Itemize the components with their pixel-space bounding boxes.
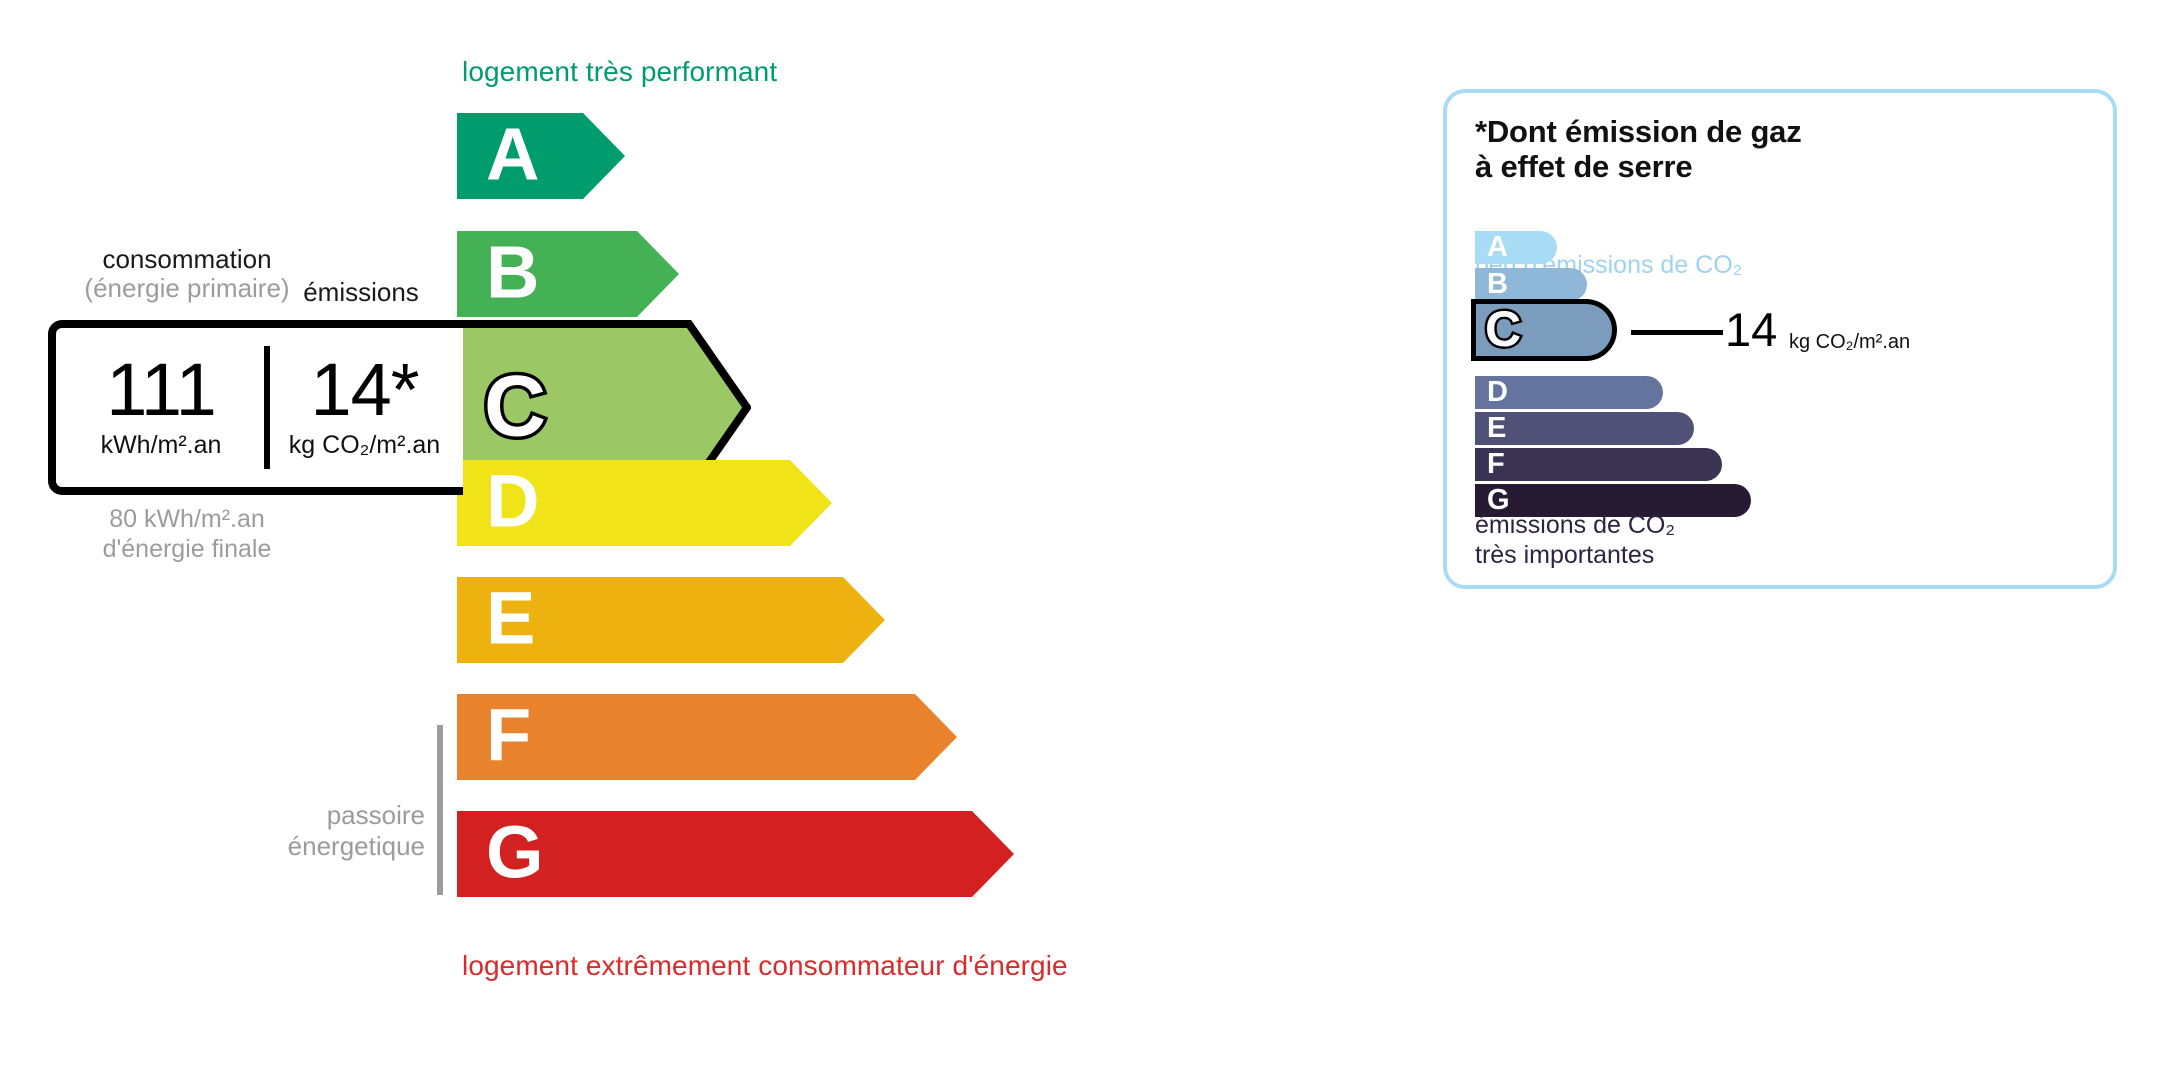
energy-band-letter-b: B [486,230,540,314]
ges-title-line2: à effet de serre [1475,148,1693,184]
passoire-line2: énergetique [287,830,425,861]
ges-bottom-line1: émissions de CO₂ [1475,511,1676,539]
energy-bottom-caption: logement extrêmement consommateur d'éner… [462,950,1068,981]
final-energy-text: d'énergie finale [102,534,272,563]
ges-bar-letter-b: B [1487,267,1508,300]
passoire-bracket [437,725,443,895]
emissions-value: 14* [310,347,419,431]
ges-title: *Dont émission de gaz à effet de serre [1475,114,1802,184]
energy-band-arrow-g [457,811,1014,897]
ges-value: 14 [1725,303,1778,356]
energy-band-letter-e: E [486,576,536,660]
consumption-value: 111 [106,347,216,431]
ges-bar-letter-g: G [1487,483,1510,516]
ges-bottom-line2: très importantes [1475,540,1655,569]
energy-band-letter-d: D [486,459,540,543]
ges-value-unit: kg CO₂/m².an [1789,331,1911,353]
ges-bar-c: C [1471,299,1617,361]
energy-band-letter-a: A [486,112,540,196]
emissions-unit: kg CO₂/m².an [288,431,441,460]
ges-bar-d: D [1475,376,1663,409]
energy-band-arrow-d [457,460,832,546]
ges-bar-letter-c: C [1482,301,1523,357]
passoire-line1: passoire [326,800,425,830]
value-box: 111 kWh/m².an 14* kg CO₂/m².an [48,320,463,495]
energy-band-c: C [449,320,751,495]
energy-band-arrow-f [457,694,957,780]
ges-title-line1: *Dont émission de gaz [1475,114,1802,149]
passoire-note: passoire énergetique [210,800,425,861]
ges-bar-a: A [1475,231,1557,264]
energy-band-g: G [457,811,1014,897]
energy-band-letter-g: G [486,810,544,894]
energy-band-a: A [457,113,625,199]
emissions-value-cell: 14* kg CO₂/m².an [266,328,463,487]
energy-band-arrow-b [457,231,679,317]
consumption-header: consommation (énergie primaire) [62,244,312,304]
ges-bar-letter-e: E [1487,411,1507,444]
final-energy-note: 80 kWh/m².an d'énergie finale [62,505,312,564]
consumption-unit: kWh/m².an [100,431,222,460]
value-box-divider [264,346,270,469]
emissions-label: émissions [303,277,419,307]
ges-bar-f: F [1475,448,1722,481]
energy-band-f: F [457,694,957,780]
ges-leader-line [1631,330,1723,335]
energy-band-arrow-a [457,113,625,199]
consumption-value-cell: 111 kWh/m².an [56,328,266,487]
energy-band-letter-c: C [480,357,549,454]
energy-band-letter-f: F [486,693,532,777]
ges-bar-letter-d: D [1487,375,1508,408]
energy-band-e: E [457,577,885,663]
energy-top-caption: logement très performant [462,56,778,87]
consumption-sublabel: (énergie primaire) [84,273,290,304]
ges-bar-letter-f: F [1487,447,1505,480]
final-energy-value: 80 kWh/m².an [109,505,265,533]
ges-bar-letter-a: A [1487,230,1508,263]
consumption-label: consommation [102,244,272,274]
ges-bar-g: G [1475,484,1751,517]
energy-band-d: D [457,460,832,546]
ges-bar-e: E [1475,412,1694,445]
energy-band-b: B [457,231,679,317]
ges-bottom-caption: émissions de CO₂ très importantes [1475,511,1675,570]
greenhouse-gas-panel: *Dont émission de gaz à effet de serre p… [1443,89,2117,589]
energy-band-arrow-e [457,577,885,663]
ges-bar-b: B [1475,268,1587,301]
